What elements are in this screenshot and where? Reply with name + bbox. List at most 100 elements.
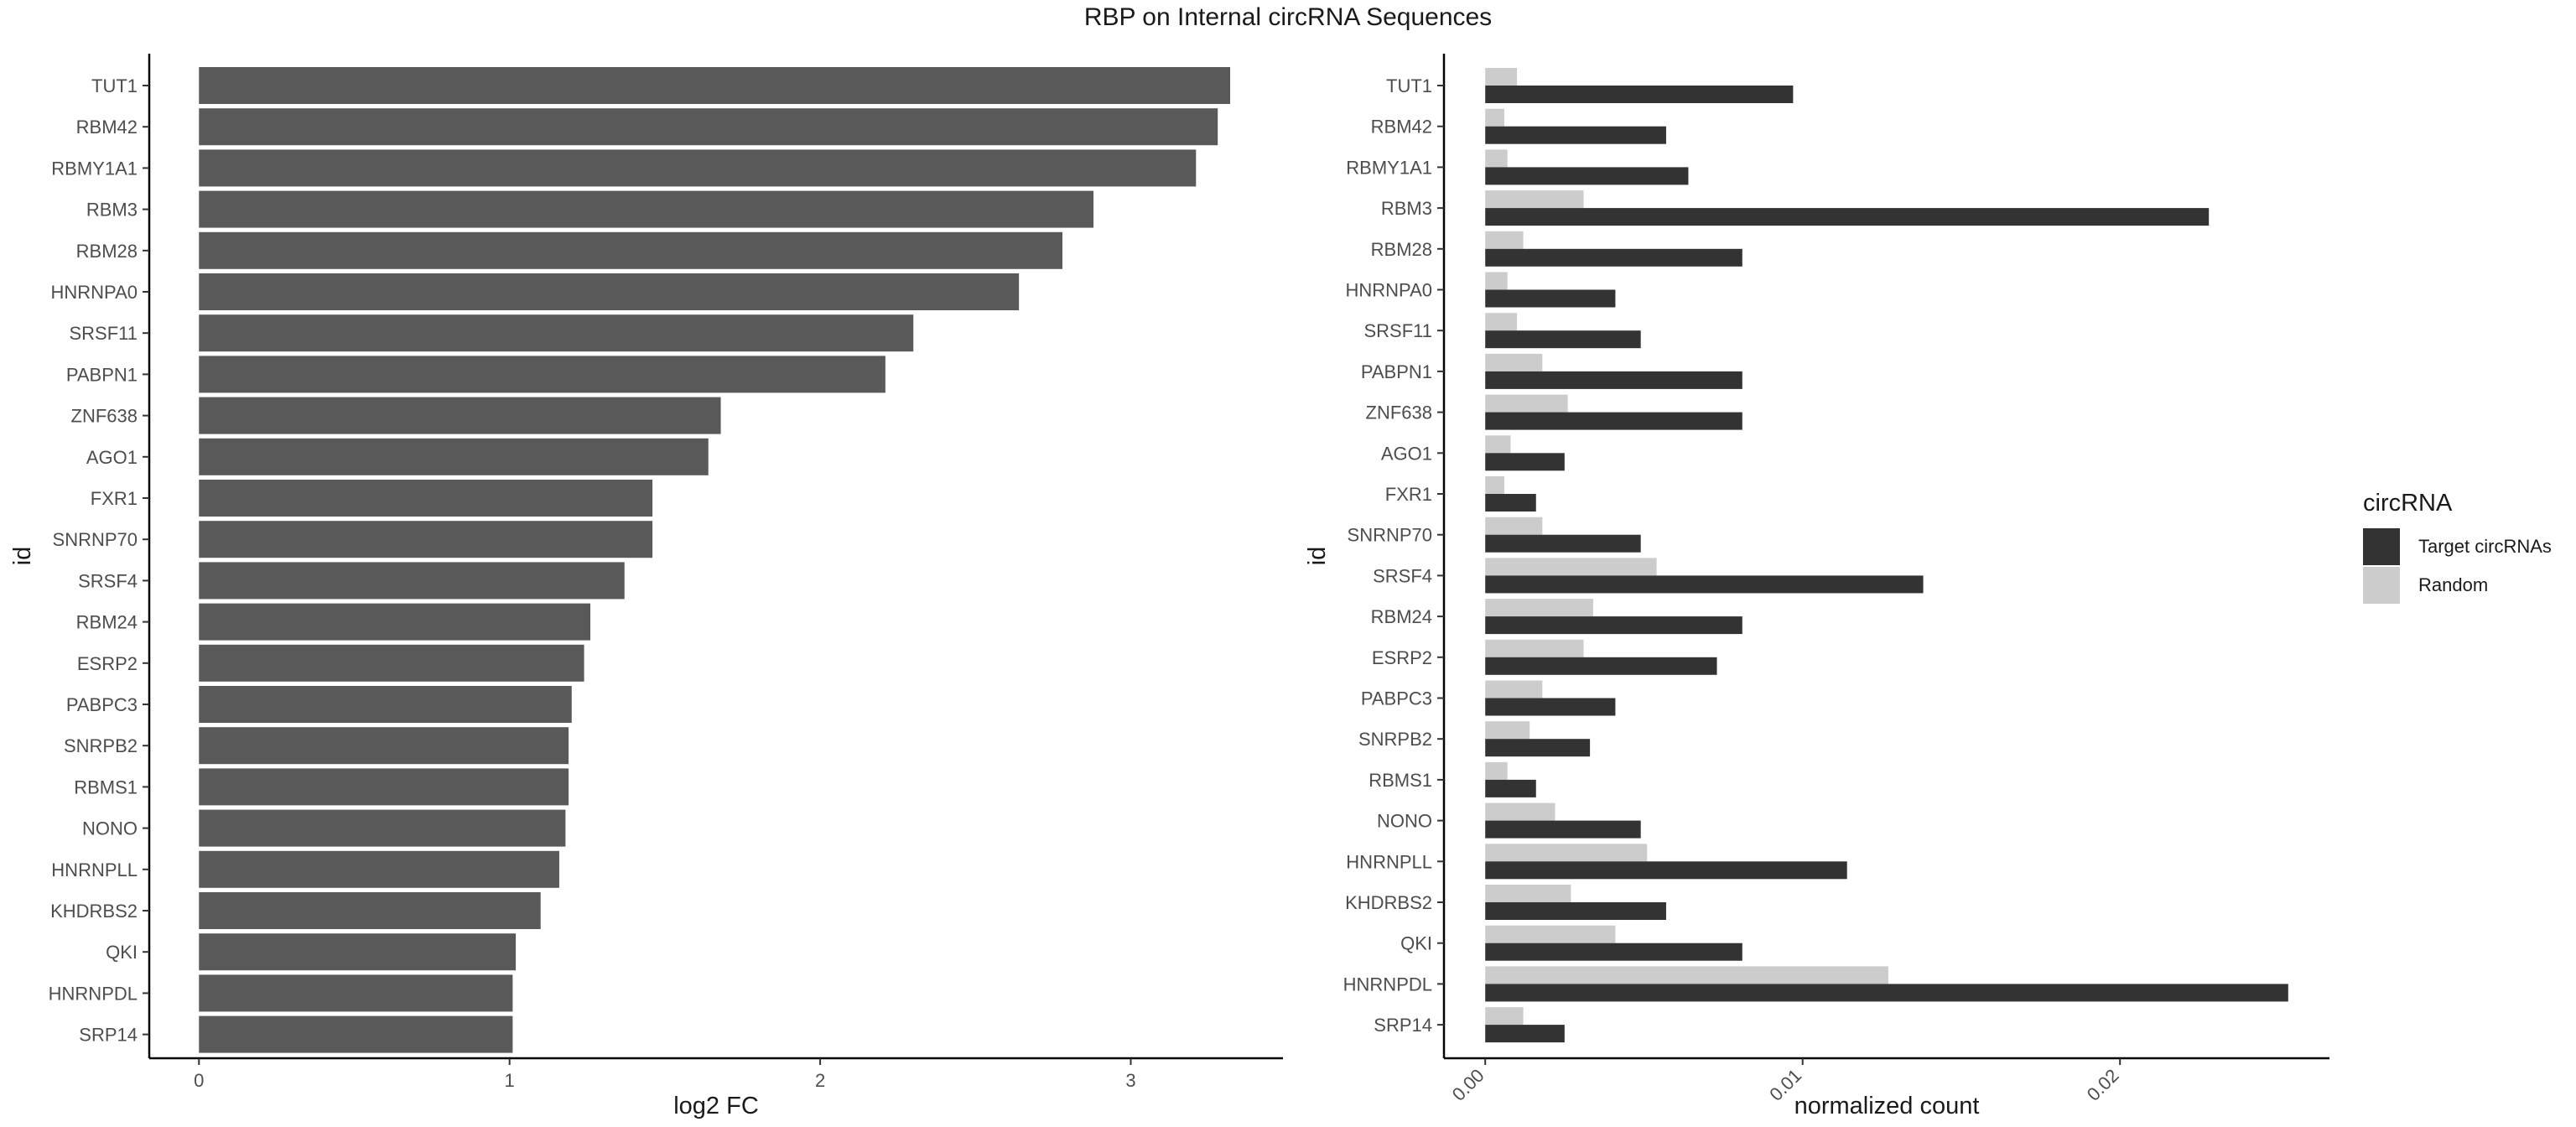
- bar-random-HNRNPDL: [1485, 966, 1888, 984]
- bar-target-SRSF4: [1485, 575, 1924, 594]
- bar-target-HNRNPDL: [1485, 984, 2288, 1002]
- bar-target-PABPN1: [1485, 371, 1742, 389]
- y-tick-label-left: RBM24: [76, 612, 138, 633]
- x-axis-title-left: log2 FC: [673, 1093, 759, 1119]
- bar-target-FXR1: [1485, 494, 1536, 512]
- y-tick-label-right: RBMY1A1: [1346, 157, 1432, 178]
- y-tick-label-left: RBM3: [86, 200, 138, 221]
- y-tick-label-right: ZNF638: [1366, 402, 1432, 423]
- bar-left-ESRP2: [199, 644, 584, 682]
- bar-left-HNRNPA0: [199, 273, 1020, 310]
- y-tick-label-right: RBM24: [1371, 606, 1432, 627]
- y-tick-label-right: RBM3: [1381, 198, 1432, 219]
- y-tick-label-left: PABPN1: [66, 364, 138, 385]
- y-tick-label-left: KHDRBS2: [50, 901, 138, 922]
- y-tick-label-left: ESRP2: [77, 653, 138, 674]
- y-tick-label-right: SNRPB2: [1358, 729, 1432, 750]
- y-tick-label-right: PABPC3: [1361, 688, 1432, 709]
- bar-target-RBM28: [1485, 248, 1742, 267]
- y-tick-label-left: TUT1: [91, 75, 138, 96]
- y-tick-label-left: HNRNPLL: [51, 860, 138, 880]
- legend: circRNA Target circRNAs Random: [2363, 490, 2552, 605]
- bar-left-SRSF11: [199, 314, 914, 352]
- bar-target-RBM3: [1485, 208, 2210, 226]
- y-tick-label-right: RBM42: [1371, 117, 1432, 138]
- legend-swatch-target: [2363, 528, 2400, 565]
- bar-target-SNRPB2: [1485, 739, 1591, 757]
- y-tick-label-right: QKI: [1400, 933, 1432, 954]
- bar-random-QKI: [1485, 925, 1616, 943]
- x-tick-label-left: 3: [1125, 1070, 1135, 1091]
- bar-random-RBMY1A1: [1485, 149, 1508, 168]
- bar-target-RBMS1: [1485, 779, 1536, 797]
- bar-target-SNRNP70: [1485, 534, 1641, 553]
- bar-target-ZNF638: [1485, 412, 1742, 430]
- y-tick-label-right: SRSF4: [1373, 565, 1432, 586]
- y-tick-label-right: FXR1: [1385, 484, 1432, 505]
- y-tick-label-left: HNRNPDL: [49, 983, 138, 1004]
- bar-left-SNRNP70: [199, 521, 653, 558]
- bar-left-NONO: [199, 809, 566, 847]
- y-tick-label-right: TUT1: [1386, 75, 1432, 96]
- y-tick-label-left: SRSF4: [78, 570, 138, 591]
- bar-random-HNRNPA0: [1485, 272, 1508, 290]
- bar-random-SRSF11: [1485, 313, 1518, 331]
- bar-target-RBM42: [1485, 126, 1666, 144]
- bar-left-QKI: [199, 933, 517, 971]
- y-tick-label-left: PABPC3: [66, 694, 138, 715]
- bar-left-HNRNPLL: [199, 850, 559, 888]
- bar-random-SNRNP70: [1485, 517, 1543, 535]
- bar-left-HNRNPDL: [199, 974, 513, 1012]
- bar-target-SRP14: [1485, 1025, 1565, 1043]
- x-tick-label-left: 2: [815, 1070, 825, 1091]
- y-tick-label-right: HNRNPA0: [1345, 280, 1432, 301]
- bar-random-TUT1: [1485, 68, 1518, 86]
- y-tick-label-left: AGO1: [86, 447, 138, 468]
- bar-random-RBM42: [1485, 108, 1504, 127]
- legend-title: circRNA: [2363, 490, 2453, 517]
- bar-left-RBMS1: [199, 768, 569, 806]
- bar-left-FXR1: [199, 480, 653, 517]
- y-tick-label-left: SRSF11: [69, 323, 138, 344]
- y-tick-label-right: RBMS1: [1368, 770, 1432, 791]
- bar-left-SRP14: [199, 1015, 513, 1053]
- legend-item-target: Target circRNAs: [2363, 527, 2552, 566]
- x-tick-label-left: 1: [505, 1070, 515, 1091]
- bar-target-QKI: [1485, 943, 1742, 961]
- bar-target-RBMY1A1: [1485, 167, 1689, 185]
- bar-left-SNRPB2: [199, 727, 569, 765]
- bar-target-AGO1: [1485, 453, 1565, 471]
- x-tick-label-right: 0.00: [1448, 1065, 1488, 1105]
- bar-target-TUT1: [1485, 86, 1794, 103]
- y-tick-label-left: SNRNP70: [53, 529, 138, 550]
- bar-left-RBM42: [199, 108, 1218, 146]
- bar-random-SRSF4: [1485, 558, 1657, 576]
- bar-random-NONO: [1485, 802, 1555, 821]
- y-tick-label-right: SNRNP70: [1348, 525, 1432, 546]
- bar-target-HNRNPLL: [1485, 861, 1847, 880]
- bar-random-RBM28: [1485, 231, 1524, 249]
- bar-random-FXR1: [1485, 476, 1504, 494]
- bar-left-RBMY1A1: [199, 149, 1197, 187]
- bar-left-TUT1: [199, 67, 1231, 104]
- legend-item-random: Random: [2363, 566, 2552, 605]
- chart-title: RBP on Internal circRNA Sequences: [1083, 3, 1493, 31]
- bar-random-RBM24: [1485, 599, 1593, 617]
- bar-random-PABPN1: [1485, 353, 1543, 371]
- bar-left-ZNF638: [199, 397, 721, 434]
- bar-left-RBM24: [199, 603, 590, 641]
- bar-random-AGO1: [1485, 435, 1511, 454]
- y-tick-label-left: RBMY1A1: [51, 158, 138, 179]
- bar-random-SRP14: [1485, 1007, 1524, 1026]
- y-tick-label-left: FXR1: [91, 488, 138, 509]
- bar-left-RBM3: [199, 190, 1094, 228]
- bar-random-RBMS1: [1485, 761, 1508, 780]
- x-axis-title-right: normalized count: [1794, 1093, 1980, 1119]
- y-tick-label-right: ESRP2: [1372, 647, 1432, 668]
- bar-left-RBM28: [199, 231, 1063, 269]
- bar-left-PABPC3: [199, 686, 572, 723]
- y-tick-label-right: RBM28: [1371, 239, 1432, 260]
- bar-random-HNRNPLL: [1485, 844, 1648, 862]
- bar-random-KHDRBS2: [1485, 885, 1571, 902]
